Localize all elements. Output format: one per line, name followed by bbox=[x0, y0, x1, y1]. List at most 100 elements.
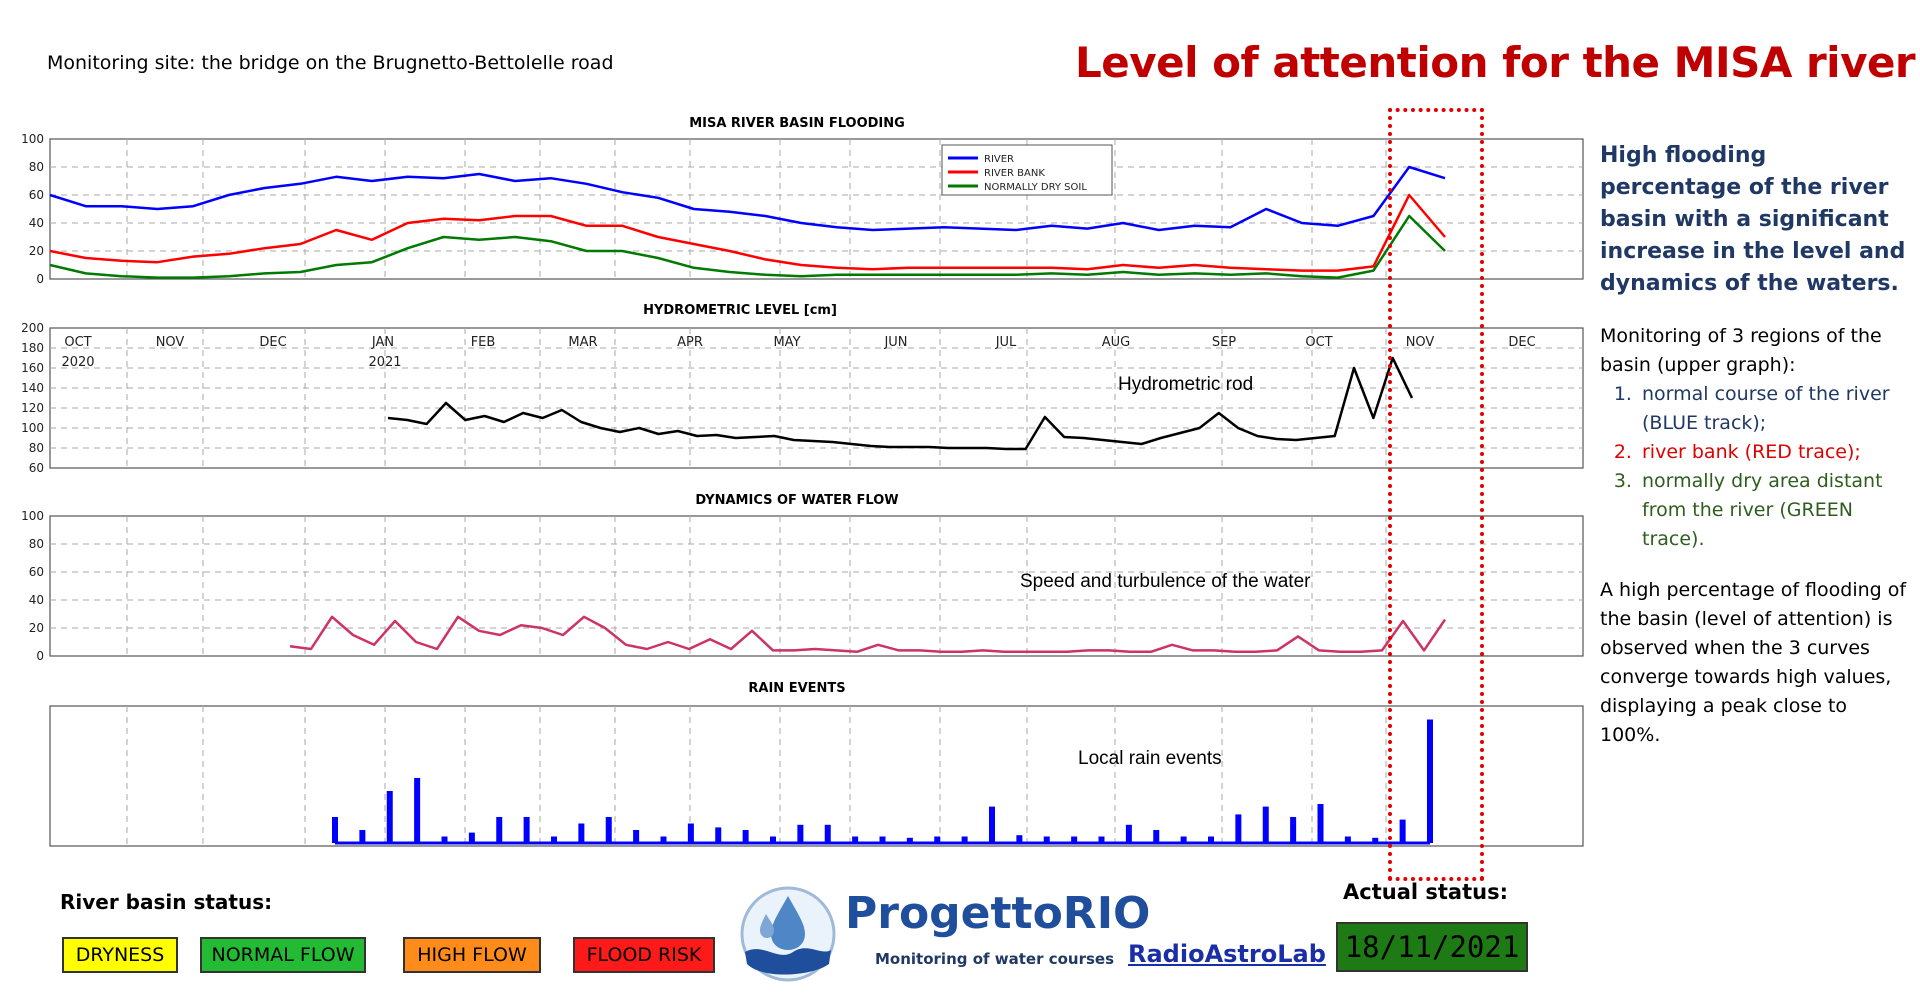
monitoring-site: Monitoring site: the bridge on the Brugn… bbox=[47, 52, 614, 74]
rain-bar bbox=[496, 817, 503, 843]
logo-name: ProgettoRIO bbox=[845, 888, 1151, 939]
month-label: OCT bbox=[64, 335, 91, 350]
rain-bar bbox=[770, 836, 776, 843]
month-label: SEP bbox=[1212, 335, 1236, 350]
rain-bar bbox=[660, 836, 667, 843]
y-tick-label: 40 bbox=[29, 593, 44, 607]
rain-bar bbox=[1372, 837, 1379, 843]
actual-status-label: Actual status: bbox=[1343, 880, 1508, 904]
rain-bar bbox=[1235, 814, 1242, 843]
y-tick-label: 60 bbox=[29, 188, 44, 202]
rain-bar bbox=[1071, 836, 1078, 843]
series-line bbox=[289, 615, 1447, 654]
annotation-hydrometric-rod: Hydrometric rod bbox=[1118, 374, 1254, 395]
rain-bar bbox=[715, 827, 722, 843]
month-label: AUG bbox=[1102, 335, 1130, 350]
rain-bar bbox=[551, 836, 557, 843]
water-flow-chart: 0 20 40 60 80 100 bbox=[21, 509, 1584, 663]
month-label: MAY bbox=[773, 335, 800, 350]
page-title: Level of attention for the MISA river bbox=[1075, 38, 1916, 87]
series-line bbox=[387, 356, 1414, 451]
rain-bar bbox=[687, 823, 694, 843]
month-label: MAR bbox=[568, 335, 597, 350]
logo-subtitle: Monitoring of water courses bbox=[875, 950, 1115, 968]
astro-logo: RadioAstroLab bbox=[1128, 940, 1326, 968]
plot-frame bbox=[49, 138, 1584, 280]
region-item-label: river bank (RED trace); bbox=[1642, 441, 1861, 463]
year-label: 2020 bbox=[61, 355, 94, 370]
rain-bar bbox=[1180, 836, 1187, 843]
actual-status-date: 18/11/2021 bbox=[1336, 922, 1528, 972]
month-label: NOV bbox=[1406, 335, 1435, 350]
sidebar-heading: High flooding percentage of the river ba… bbox=[1600, 143, 1906, 296]
plot-frame bbox=[49, 515, 1584, 657]
y-tick-label: 180 bbox=[21, 341, 44, 355]
series-line bbox=[49, 193, 1446, 272]
charts-canvas: 0 20 40 60 80 100 RIVER RIVER BANK NORMALLY DRY … bbox=[21, 132, 1584, 847]
status-dryness: DRYNESS bbox=[62, 937, 178, 973]
rain-bar bbox=[824, 824, 831, 843]
rain-bar bbox=[523, 817, 530, 843]
chart1-title: MISA RIVER BASIN FLOODING bbox=[689, 116, 905, 131]
rain-bar bbox=[1098, 836, 1105, 843]
rain-bar bbox=[989, 806, 995, 843]
chart4-title: RAIN EVENTS bbox=[748, 681, 846, 696]
month-label: NOV bbox=[156, 335, 185, 350]
y-tick-label: 100 bbox=[21, 421, 44, 435]
region-item-river: normal course of the river (BLUE track); bbox=[1638, 380, 1910, 438]
sidebar: High flooding percentage of the river ba… bbox=[1600, 140, 1910, 750]
rain-chart bbox=[49, 705, 1584, 847]
y-tick-label: 80 bbox=[29, 441, 44, 455]
y-tick-label: 20 bbox=[29, 621, 44, 635]
rain-bar bbox=[852, 836, 859, 843]
y-tick-label: 20 bbox=[29, 244, 44, 258]
plot-frame bbox=[49, 705, 1584, 847]
rain-bar bbox=[1427, 719, 1433, 843]
rain-bar bbox=[742, 830, 749, 843]
rain-bar bbox=[386, 791, 393, 843]
region-item-bank: river bank (RED trace); bbox=[1638, 438, 1910, 467]
rain-bar bbox=[1399, 819, 1406, 843]
y-tick-label: 100 bbox=[21, 509, 44, 523]
y-tick-label: 60 bbox=[29, 565, 44, 579]
hydrometric-chart: 60 80 100 120 140 160 180 200 OCT NOV DEC JAN FEB MAR… bbox=[21, 321, 1584, 475]
plot-frame bbox=[49, 327, 1584, 469]
month-label: OCT bbox=[1305, 335, 1332, 350]
y-tick-label: 80 bbox=[29, 537, 44, 551]
attention-highlight-box bbox=[1388, 108, 1484, 881]
rain-bar bbox=[332, 817, 338, 843]
rain-bar bbox=[961, 836, 968, 843]
sidebar-note: A high percentage of flooding of the bas… bbox=[1600, 579, 1907, 746]
rain-bar bbox=[934, 836, 941, 843]
y-tick-label: 0 bbox=[36, 272, 44, 286]
rain-bar bbox=[797, 824, 804, 843]
rain-bar bbox=[879, 836, 886, 843]
rain-bar bbox=[906, 837, 913, 843]
region-item-label: normally dry area distant from the river… bbox=[1642, 470, 1883, 550]
month-label: JUL bbox=[995, 335, 1017, 350]
rain-bar bbox=[1125, 824, 1132, 843]
rain-bar bbox=[1262, 806, 1269, 843]
region-item-label: normal course of the river (BLUE track); bbox=[1642, 383, 1890, 434]
rain-bar bbox=[359, 830, 366, 843]
rain-bar bbox=[1317, 804, 1324, 843]
month-label: DEC bbox=[1508, 335, 1535, 350]
y-tick-label: 160 bbox=[21, 361, 44, 375]
rain-bar bbox=[1344, 836, 1351, 843]
year-label: 2021 bbox=[368, 355, 401, 370]
y-tick-label: 100 bbox=[21, 132, 44, 146]
y-tick-label: 80 bbox=[29, 160, 44, 174]
chart3-title: DYNAMICS OF WATER FLOW bbox=[695, 493, 899, 508]
legend-label: NORMALLY DRY SOIL bbox=[984, 182, 1087, 193]
y-tick-label: 120 bbox=[21, 401, 44, 415]
rain-bar bbox=[1153, 830, 1160, 843]
month-label: JUN bbox=[883, 335, 907, 350]
rain-bar bbox=[414, 778, 421, 843]
chart2-title: HYDROMETRIC LEVEL [cm] bbox=[643, 303, 837, 318]
rain-bar bbox=[1016, 835, 1023, 843]
region-item-dry: normally dry area distant from the river… bbox=[1638, 467, 1910, 554]
region-list: normal course of the river (BLUE track);… bbox=[1600, 380, 1910, 554]
rain-bar bbox=[605, 817, 612, 843]
rain-bar bbox=[441, 836, 448, 843]
rain-bar bbox=[633, 830, 640, 843]
